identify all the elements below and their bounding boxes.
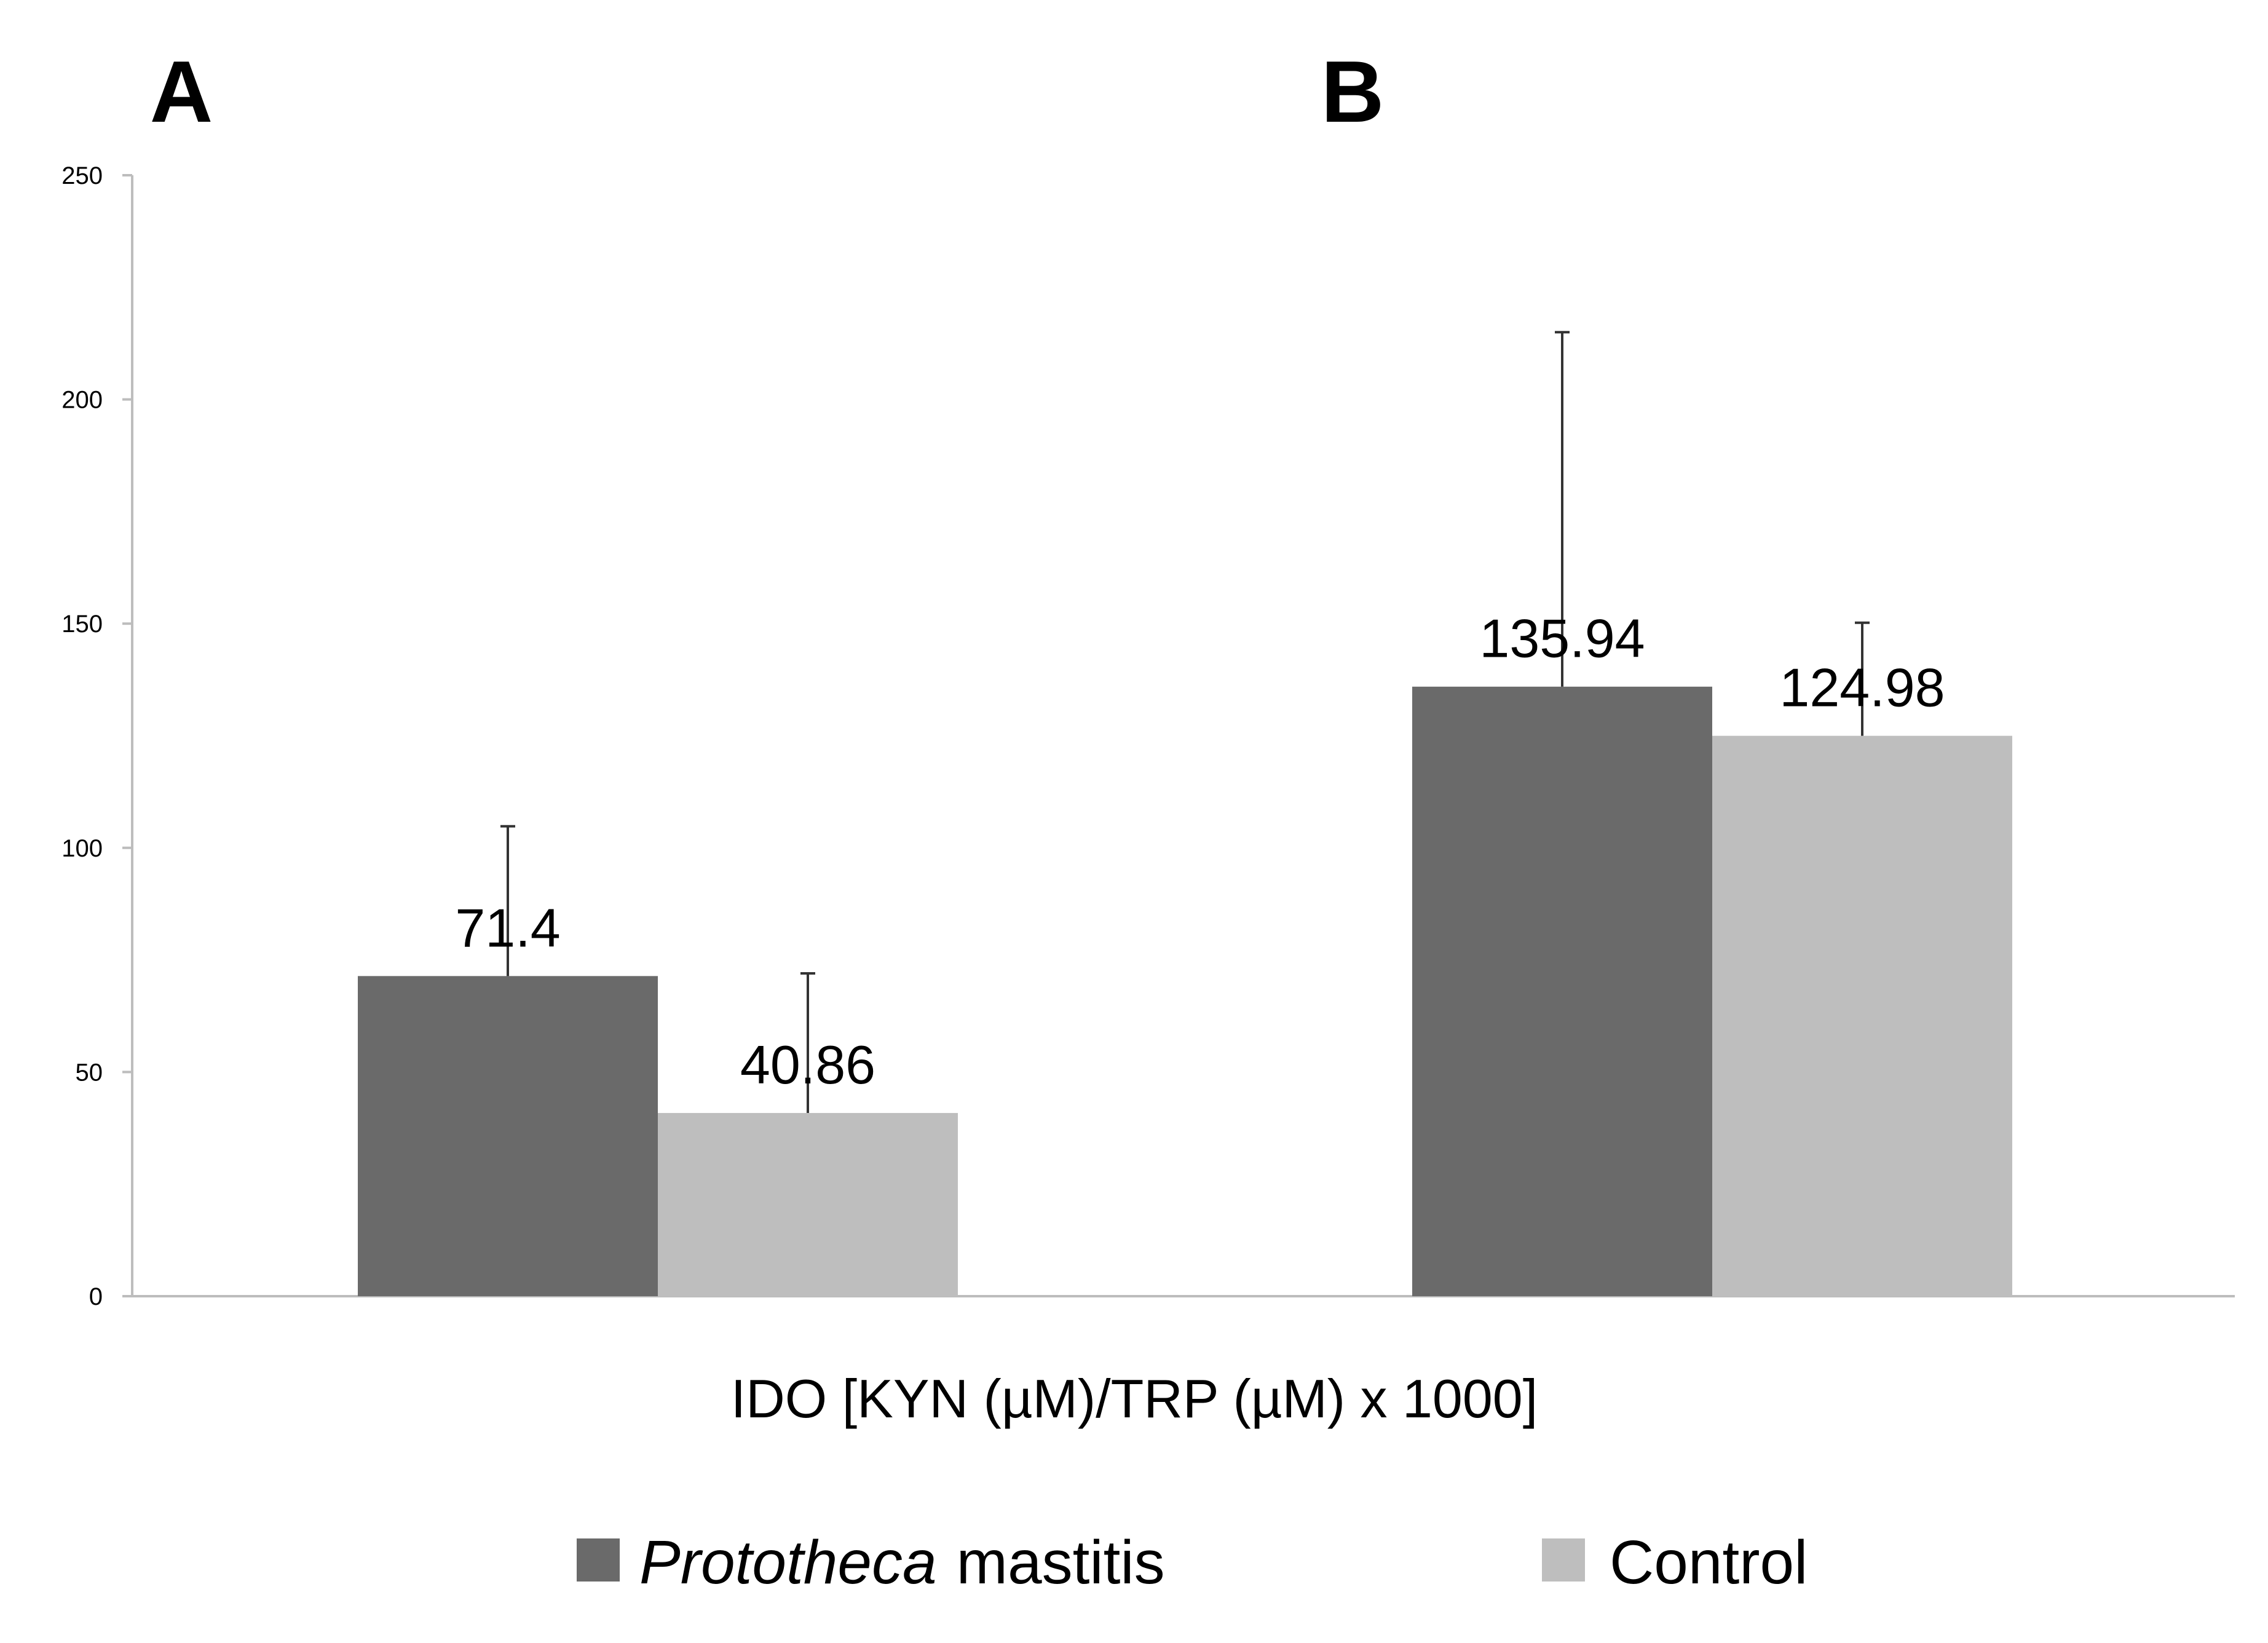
- legend-label-italic: Prototheca: [639, 1528, 937, 1597]
- bar-control-b: [1712, 735, 2012, 1296]
- legend: Prototheca mastitis Control: [577, 1528, 1808, 1597]
- bars: [358, 686, 2012, 1296]
- y-tick-label-200: 200: [61, 387, 103, 414]
- bar-control-a: [658, 1113, 958, 1296]
- legend-label-prototheca: Prototheca mastitis: [639, 1528, 1165, 1597]
- y-tick-label-50: 50: [76, 1059, 103, 1086]
- panel-label-b: B: [1321, 43, 1385, 141]
- x-axis-label: IDO [KYN (µM)/TRP (µM) x 1000]: [731, 1368, 1538, 1429]
- data-labels: 71.4 135.94 40.86 124.98: [455, 608, 1945, 1095]
- data-label-1-0: 40.86: [740, 1034, 875, 1095]
- bar-prototheca-a: [358, 976, 658, 1296]
- legend-label-control: Control: [1610, 1528, 1808, 1597]
- legend-label-rest: mastitis: [957, 1528, 1165, 1597]
- y-tick-label-250: 250: [61, 162, 103, 189]
- data-label-1-1: 124.98: [1779, 657, 1945, 718]
- data-label-0-0: 71.4: [455, 897, 560, 958]
- data-label-0-1: 135.94: [1479, 608, 1645, 669]
- y-tick-label-0: 0: [89, 1283, 103, 1310]
- bar-prototheca-b: [1412, 686, 1712, 1296]
- legend-swatch-prototheca: [577, 1538, 620, 1582]
- error-bars: [500, 331, 1870, 1114]
- legend-swatch-control: [1542, 1538, 1585, 1582]
- y-tick-label-100: 100: [61, 835, 103, 862]
- panel-label-a: A: [150, 43, 213, 141]
- y-tick-label-150: 150: [61, 611, 103, 638]
